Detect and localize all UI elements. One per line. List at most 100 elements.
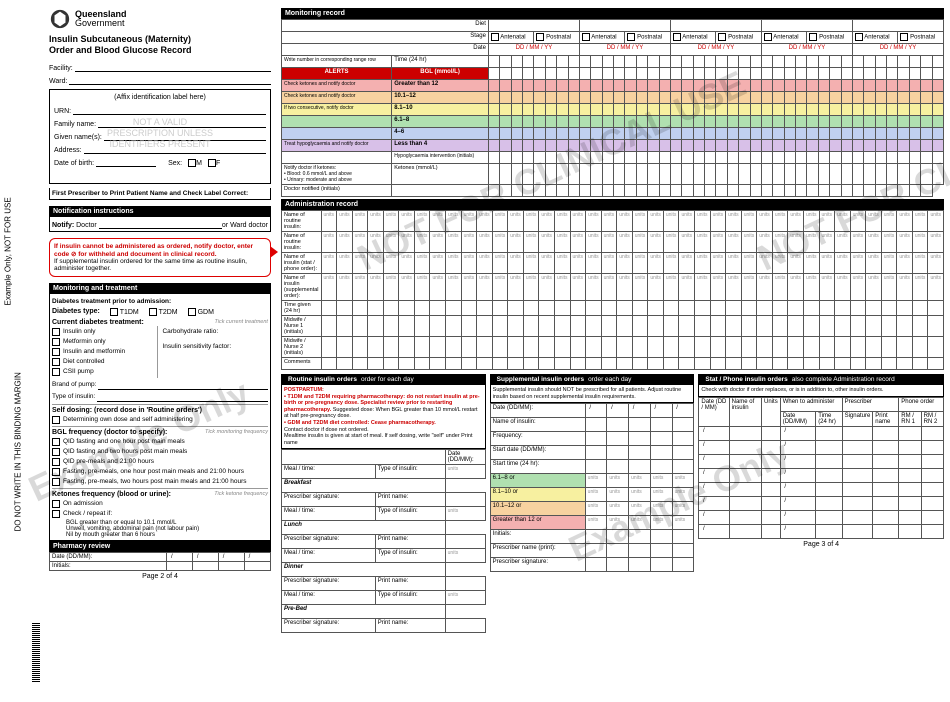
- grid-cell[interactable]: [807, 68, 818, 80]
- grid-cell[interactable]: [716, 104, 727, 116]
- grid-cell[interactable]: [898, 116, 909, 128]
- grid-cell[interactable]: [741, 316, 757, 337]
- grid-cell[interactable]: [898, 128, 909, 140]
- grid-cell[interactable]: [727, 164, 738, 185]
- admin-cell[interactable]: units: [850, 253, 866, 274]
- admin-cell[interactable]: units: [508, 253, 524, 274]
- grid-cell[interactable]: [761, 152, 772, 164]
- grid-cell[interactable]: [585, 460, 607, 474]
- grid-cell[interactable]: [909, 128, 920, 140]
- grid-cell[interactable]: [617, 358, 633, 370]
- grid-cell[interactable]: [921, 164, 932, 185]
- grid-cell[interactable]: [850, 358, 866, 370]
- grid-cell[interactable]: [772, 301, 788, 316]
- supp-dose-cell[interactable]: units: [585, 516, 607, 530]
- grid-cell[interactable]: [887, 185, 898, 197]
- grid-cell[interactable]: [659, 92, 670, 104]
- admin-cell[interactable]: units: [897, 274, 913, 301]
- grid-cell[interactable]: [554, 337, 570, 358]
- admin-cell[interactable]: units: [741, 274, 757, 301]
- supp-dose-cell[interactable]: units: [650, 516, 672, 530]
- admin-cell[interactable]: units: [695, 211, 711, 232]
- admin-cell[interactable]: units: [648, 211, 664, 232]
- admin-cell[interactable]: units: [446, 253, 462, 274]
- grid-cell[interactable]: [796, 140, 807, 152]
- grid-cell[interactable]: [648, 104, 659, 116]
- admin-cell[interactable]: units: [695, 274, 711, 301]
- grid-cell[interactable]: [866, 337, 882, 358]
- grid-cell[interactable]: [500, 116, 511, 128]
- admin-cell[interactable]: units: [788, 232, 804, 253]
- admin-cell[interactable]: units: [866, 211, 882, 232]
- grid-cell[interactable]: [650, 460, 672, 474]
- admin-cell[interactable]: units: [383, 253, 399, 274]
- grid-cell[interactable]: [629, 418, 651, 432]
- grid-cell[interactable]: [710, 358, 726, 370]
- admin-cell[interactable]: units: [399, 274, 415, 301]
- grid-cell[interactable]: [557, 128, 568, 140]
- admin-cell[interactable]: units: [383, 211, 399, 232]
- grid-cell[interactable]: [607, 558, 629, 572]
- routine-dose-cell[interactable]: units: [445, 549, 485, 563]
- grid-cell[interactable]: [750, 104, 761, 116]
- grid-cell[interactable]: [773, 140, 784, 152]
- self-dosing-checkbox[interactable]: [52, 416, 60, 424]
- grid-cell[interactable]: [772, 337, 788, 358]
- grid-cell[interactable]: [602, 128, 613, 140]
- supp-dose-cell[interactable]: units: [629, 502, 651, 516]
- admin-cell[interactable]: units: [321, 253, 337, 274]
- grid-cell[interactable]: [898, 152, 909, 164]
- grid-cell[interactable]: [523, 316, 539, 337]
- routine-sig-cell[interactable]: [445, 535, 485, 549]
- grid-cell[interactable]: [875, 152, 886, 164]
- grid-cell[interactable]: [909, 68, 920, 80]
- grid-cell[interactable]: [629, 446, 651, 460]
- grid-cell[interactable]: [523, 164, 534, 185]
- grid-cell[interactable]: [682, 152, 693, 164]
- grid-cell[interactable]: [492, 316, 508, 337]
- routine-sig-cell[interactable]: [445, 619, 485, 633]
- grid-cell[interactable]: [739, 92, 750, 104]
- grid-cell[interactable]: [695, 316, 711, 337]
- admin-cell[interactable]: units: [368, 211, 384, 232]
- t2dm-checkbox[interactable]: [149, 308, 157, 316]
- grid-cell[interactable]: [841, 128, 852, 140]
- grid-cell[interactable]: [511, 56, 522, 68]
- grid-cell[interactable]: [909, 185, 920, 197]
- grid-cell[interactable]: [803, 316, 819, 337]
- admin-cell[interactable]: units: [570, 274, 586, 301]
- admin-cell[interactable]: units: [554, 211, 570, 232]
- grid-cell[interactable]: [897, 316, 913, 337]
- admin-cell[interactable]: units: [414, 253, 430, 274]
- pharm-initials-cell[interactable]: [167, 561, 193, 570]
- supp-dose-cell[interactable]: units: [607, 502, 629, 516]
- grid-cell[interactable]: [586, 358, 602, 370]
- grid-cell[interactable]: [807, 80, 818, 92]
- admin-cell[interactable]: units: [430, 253, 446, 274]
- grid-cell[interactable]: [773, 56, 784, 68]
- admin-cell[interactable]: units: [741, 253, 757, 274]
- admin-cell[interactable]: units: [446, 211, 462, 232]
- grid-cell[interactable]: [682, 56, 693, 68]
- grid-cell[interactable]: [741, 337, 757, 358]
- grid-cell[interactable]: [796, 68, 807, 80]
- admin-cell[interactable]: units: [726, 211, 742, 232]
- supp-dose-cell[interactable]: units: [585, 502, 607, 516]
- grid-cell[interactable]: [500, 104, 511, 116]
- grid-cell[interactable]: [591, 56, 602, 68]
- grid-cell[interactable]: [682, 140, 693, 152]
- grid-cell[interactable]: [705, 128, 716, 140]
- grid-cell[interactable]: [523, 116, 534, 128]
- grid-cell[interactable]: [488, 68, 499, 80]
- grid-cell[interactable]: [807, 185, 818, 197]
- grid-cell[interactable]: [841, 80, 852, 92]
- grid-cell[interactable]: [670, 128, 681, 140]
- grid-cell[interactable]: [830, 152, 841, 164]
- grid-cell[interactable]: [523, 337, 539, 358]
- grid-cell[interactable]: [617, 316, 633, 337]
- grid-cell[interactable]: [534, 104, 545, 116]
- grid-cell[interactable]: [932, 128, 943, 140]
- grid-cell[interactable]: [818, 128, 829, 140]
- admin-cell[interactable]: units: [772, 253, 788, 274]
- admin-cell[interactable]: units: [539, 232, 555, 253]
